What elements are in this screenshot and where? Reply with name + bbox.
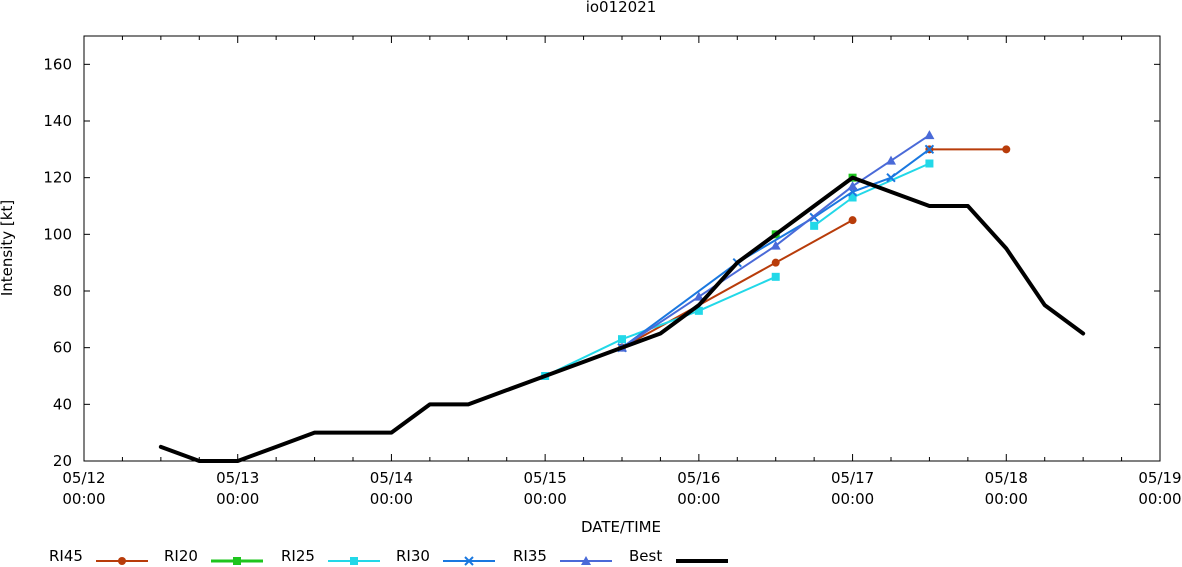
- marker-x: [464, 556, 474, 566]
- x-tick-label-time: 00:00: [62, 490, 105, 508]
- legend-item-ri20: RI20: [164, 547, 263, 565]
- y-tick-label: 60: [53, 339, 72, 357]
- y-tick-label: 20: [53, 452, 72, 470]
- x-tick-label-date: 05/17: [831, 469, 874, 487]
- x-tick-label-time: 00:00: [524, 490, 567, 508]
- x-tick-label-time: 00:00: [370, 490, 413, 508]
- legend-label: RI25: [281, 547, 315, 565]
- legend-item-ri25: RI25: [281, 547, 380, 565]
- legend-item-ri30: RI30: [396, 547, 495, 566]
- y-tick-label: 160: [43, 55, 72, 73]
- x-axis-label: DATE/TIME: [581, 518, 661, 536]
- legend-item-best: Best: [629, 547, 728, 565]
- y-tick-label: 120: [43, 169, 72, 187]
- x-tick-label-date: 05/15: [524, 469, 567, 487]
- legend-item-ri35: RI35: [513, 547, 612, 565]
- x-tick-label-date: 05/19: [1138, 469, 1181, 487]
- x-tick-label-time: 00:00: [677, 490, 720, 508]
- x-tick-label-date: 05/12: [62, 469, 105, 487]
- series-line: [621, 134, 931, 349]
- x-tick-label-time: 00:00: [985, 490, 1028, 508]
- y-tick-label: 80: [53, 282, 72, 300]
- series-ri25: [810, 159, 934, 230]
- plot-frame: [83, 35, 1161, 462]
- series-line: [544, 275, 777, 377]
- legend: RI45 RI20 RI25 RI30 RI35 Best: [49, 547, 728, 566]
- y-tick-label: 140: [43, 112, 72, 130]
- marker-circle: [848, 216, 857, 225]
- marker-triangle: [581, 556, 591, 565]
- x-tick-label-date: 05/18: [985, 469, 1028, 487]
- series-ri35: [617, 130, 935, 352]
- marker-square: [618, 335, 626, 344]
- marker-x: [886, 172, 896, 183]
- x-tick-label-date: 05/14: [370, 469, 413, 487]
- marker-circle: [118, 557, 126, 565]
- series-ri45: [925, 145, 1011, 154]
- marker-square: [925, 159, 934, 168]
- series-line: [621, 219, 854, 349]
- marker-triangle: [770, 240, 781, 250]
- legend-label: RI30: [396, 547, 430, 565]
- x-tick-label-time: 00:00: [1138, 490, 1181, 508]
- marker-x: [924, 144, 935, 155]
- marker-square: [350, 557, 358, 565]
- series-layer: [158, 130, 1086, 463]
- marker-triangle: [886, 155, 896, 165]
- legend-label: Best: [629, 547, 662, 565]
- legend-label: RI20: [164, 547, 198, 565]
- marker-square: [771, 272, 780, 281]
- marker-triangle: [847, 181, 858, 191]
- x-tick-label-time: 00:00: [831, 490, 874, 508]
- series-line: [621, 148, 931, 349]
- series-ri45: [618, 216, 857, 352]
- x-tick-label-time: 00:00: [216, 490, 259, 508]
- marker-square: [233, 557, 241, 565]
- marker-square: [694, 306, 703, 315]
- x-tick-label-date: 05/16: [677, 469, 720, 487]
- y-axis-label: Intensity [kt]: [0, 200, 16, 296]
- marker-square: [848, 193, 857, 202]
- x-tick-label-date: 05/13: [216, 469, 259, 487]
- series-best: [158, 175, 1086, 463]
- series-line: [158, 175, 1086, 463]
- marker-triangle: [924, 130, 935, 140]
- y-tick-label: 100: [43, 225, 72, 243]
- marker-triangle: [693, 291, 704, 301]
- marker-circle: [771, 258, 780, 267]
- axis-ticks: 20 40 60 80 100 120 140 160 05/12 00:00 05/13 00:00…: [43, 36, 1182, 508]
- y-tick-label: 40: [53, 395, 72, 413]
- chart-title: io012021: [586, 0, 657, 16]
- legend-label: RI35: [513, 547, 547, 565]
- legend-item-ri45: RI45: [49, 547, 148, 565]
- legend-label: RI45: [49, 547, 83, 565]
- marker-circle: [1002, 145, 1011, 154]
- marker-square: [810, 221, 819, 230]
